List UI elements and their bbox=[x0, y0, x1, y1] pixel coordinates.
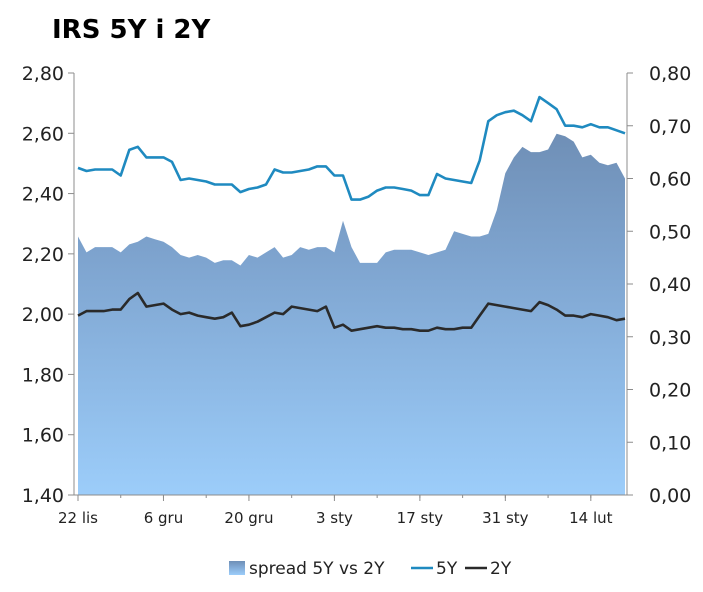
x-tick-label: 31 sty bbox=[482, 509, 529, 527]
y-left-tick-label: 2,20 bbox=[22, 244, 64, 266]
x-tick-label: 3 sty bbox=[316, 509, 353, 527]
y-right-tick-label: 0,70 bbox=[649, 116, 691, 138]
y-right-tick-label: 0,30 bbox=[649, 327, 691, 349]
y-left-tick-label: 2,80 bbox=[22, 63, 64, 85]
y-right-tick-label: 0,00 bbox=[649, 485, 691, 507]
y-right-tick-label: 0,50 bbox=[649, 221, 691, 243]
x-tick-label: 6 gru bbox=[144, 509, 184, 527]
y-left-tick-label: 1,60 bbox=[22, 425, 64, 447]
y-left-tick-label: 1,80 bbox=[22, 364, 64, 386]
legend-label-spread: spread 5Y vs 2Y bbox=[249, 559, 385, 579]
y-right-tick-label: 0,20 bbox=[649, 380, 691, 402]
legend-swatch-spread bbox=[229, 561, 245, 575]
chart-title: IRS 5Y i 2Y bbox=[52, 15, 211, 45]
axes: 1,40 1,60 1,80 2,00 2,20 2,40 2,60 2,80 0,00 0,10… bbox=[22, 63, 692, 527]
y-left-tick-label: 2,60 bbox=[22, 123, 64, 145]
legend: spread 5Y vs 2Y 5Y 2Y bbox=[229, 559, 512, 579]
x-tick-label: 20 gru bbox=[224, 509, 273, 527]
y-left-tick-label: 2,40 bbox=[22, 184, 64, 206]
x-tick-label: 22 lis bbox=[58, 509, 98, 527]
series-lines bbox=[77, 95, 626, 333]
series-line-5y bbox=[77, 95, 626, 201]
legend-label-2y: 2Y bbox=[490, 559, 512, 579]
y-right-tick-label: 0,10 bbox=[649, 432, 691, 454]
x-tick-label: 17 sty bbox=[397, 509, 444, 527]
y-left-tick-label: 2,00 bbox=[22, 304, 64, 326]
y-right-tick-label: 0,60 bbox=[649, 169, 691, 191]
x-tick-label: 14 lut bbox=[569, 509, 613, 527]
y-right-tick-label: 0,40 bbox=[649, 274, 691, 296]
plot-area bbox=[78, 133, 625, 495]
legend-label-5y: 5Y bbox=[436, 559, 458, 579]
y-left-tick-label: 1,40 bbox=[22, 485, 64, 507]
y-right-tick-label: 0,80 bbox=[649, 63, 691, 85]
series-line-2y bbox=[77, 291, 626, 333]
series-area-spread bbox=[78, 133, 625, 495]
